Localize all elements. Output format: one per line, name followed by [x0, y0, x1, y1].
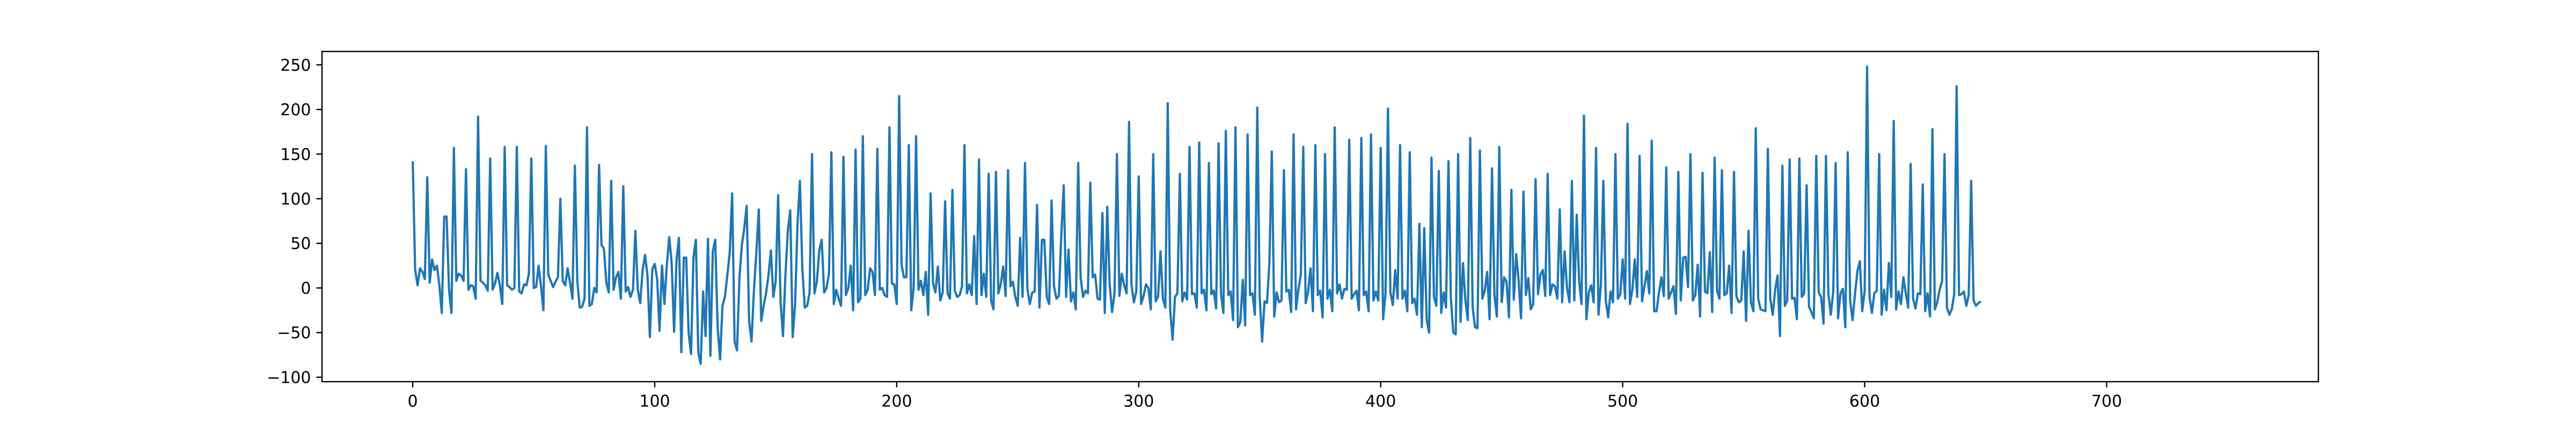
- y-tick-label: −50: [277, 324, 311, 343]
- y-tick-label: 200: [280, 101, 311, 120]
- y-tick-label: −100: [267, 368, 311, 387]
- tick-layer: 0 100 200 300 400 500 600 700 −100 −50 0 50 100 150 20…: [267, 56, 2122, 411]
- y-tick-label: 50: [290, 235, 311, 254]
- x-tick-label: 300: [1123, 392, 1154, 411]
- x-tick-label: 0: [408, 392, 418, 411]
- axes-frame: [321, 50, 2319, 383]
- plot-layer: [411, 65, 1982, 365]
- x-tick-label: 700: [2091, 392, 2122, 411]
- x-tick-label: 500: [1607, 392, 1638, 411]
- y-tick-label: 100: [280, 190, 311, 209]
- x-tick-label: 600: [1849, 392, 1880, 411]
- x-tick-label: 100: [639, 392, 670, 411]
- x-tick-label: 400: [1365, 392, 1396, 411]
- y-tick-label: 250: [280, 56, 311, 75]
- x-tick-label: 200: [881, 392, 912, 411]
- series-line-0: [411, 65, 1982, 365]
- y-tick-label: 150: [280, 145, 311, 164]
- y-tick-label: 0: [301, 279, 311, 298]
